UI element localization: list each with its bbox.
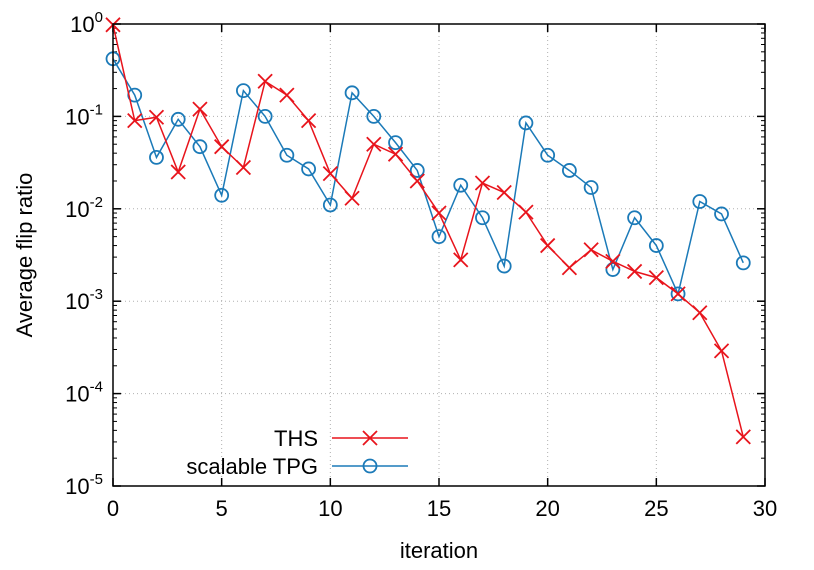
data-point-scalable-tpg	[648, 238, 664, 253]
data-point-ths	[518, 204, 534, 220]
data-point-scalable-tpg	[301, 161, 317, 177]
series-line-scalable-tpg	[112, 58, 744, 297]
data-point-scalable-tpg	[605, 262, 621, 277]
data-point-ths	[192, 101, 208, 117]
data-point-ths	[713, 343, 730, 359]
data-point-ths	[692, 305, 708, 321]
x-tick-label: 20	[535, 496, 559, 521]
grid-lines	[113, 24, 765, 486]
data-point-scalable-tpg	[431, 229, 447, 245]
data-point-scalable-tpg	[540, 147, 556, 163]
data-point-ths	[300, 112, 317, 129]
data-point-scalable-tpg	[496, 258, 512, 274]
legend-label-scalable-tpg: scalable TPG	[186, 454, 318, 479]
data-point-ths	[474, 175, 491, 191]
data-point-scalable-tpg	[192, 139, 208, 155]
plot-frame	[112, 23, 766, 487]
data-point-scalable-tpg	[279, 147, 295, 163]
data-point-ths	[214, 139, 230, 155]
data-point-ths	[170, 164, 186, 180]
data-point-scalable-tpg	[562, 163, 577, 178]
data-point-scalable-tpg	[170, 111, 186, 127]
series-layer	[105, 17, 751, 445]
data-point-ths	[540, 237, 556, 254]
data-point-ths	[366, 136, 382, 152]
data-point-ths	[605, 253, 621, 269]
data-point-ths	[322, 166, 338, 182]
data-point-ths	[431, 205, 447, 221]
data-point-ths	[257, 73, 273, 89]
data-point-scalable-tpg	[670, 286, 686, 302]
x-tick-label: 25	[644, 496, 668, 521]
data-point-ths	[148, 109, 165, 125]
data-point-ths	[344, 190, 360, 206]
tick-labels: 0 5 10 15 20 25 30 10-5 10-4 10-3 10-2 10-1 100	[65, 9, 777, 521]
data-point-scalable-tpg	[583, 180, 599, 195]
y-tick-label: 10-5	[65, 471, 103, 499]
data-point-ths	[409, 173, 425, 189]
legend-label-ths: THS	[274, 426, 318, 451]
data-point-scalable-tpg	[235, 83, 251, 99]
data-point-scalable-tpg	[344, 85, 360, 101]
data-point-ths	[670, 286, 686, 302]
data-point-scalable-tpg	[214, 187, 230, 203]
y-tick-label: 100	[70, 9, 103, 37]
data-point-ths	[583, 242, 599, 258]
data-point-scalable-tpg	[714, 206, 729, 222]
y-tick-label: 10-3	[65, 286, 103, 314]
series-line-ths	[112, 24, 744, 438]
data-point-scalable-tpg	[735, 255, 751, 271]
data-point-ths	[648, 269, 664, 286]
data-point-scalable-tpg	[409, 163, 425, 178]
y-tick-label: 10-4	[65, 379, 103, 407]
x-tick-label: 10	[318, 496, 342, 521]
y-tick-label: 10-2	[65, 194, 103, 222]
legend-marker-ths	[362, 430, 378, 446]
x-tick-label: 15	[427, 496, 451, 521]
data-point-ths	[561, 260, 578, 276]
data-point-ths	[626, 263, 643, 280]
data-point-scalable-tpg	[322, 197, 338, 213]
data-point-ths	[453, 252, 469, 268]
legend: THS scalable TPG	[186, 426, 408, 479]
data-point-scalable-tpg	[149, 149, 164, 165]
legend-marker-scalable-tpg	[362, 458, 378, 474]
data-point-ths	[127, 112, 143, 129]
data-point-scalable-tpg	[627, 210, 642, 226]
data-point-scalable-tpg	[692, 194, 708, 209]
data-point-ths	[235, 159, 252, 176]
data-point-scalable-tpg	[475, 210, 490, 226]
data-point-scalable-tpg	[388, 135, 403, 151]
data-point-scalable-tpg	[518, 115, 534, 131]
data-point-ths	[735, 429, 751, 445]
data-point-ths	[279, 87, 295, 103]
data-point-ths	[496, 184, 512, 201]
x-tick-label: 0	[107, 496, 119, 521]
x-tick-label: 5	[216, 496, 228, 521]
x-axis-label: iteration	[400, 538, 478, 563]
data-point-scalable-tpg	[257, 109, 273, 124]
x-tick-label: 30	[753, 496, 777, 521]
y-axis-label: Average flip ratio	[12, 173, 37, 338]
y-tick-label: 10-1	[65, 101, 103, 129]
data-point-scalable-tpg	[366, 109, 382, 124]
data-point-scalable-tpg	[453, 177, 469, 193]
data-point-ths	[387, 146, 404, 162]
